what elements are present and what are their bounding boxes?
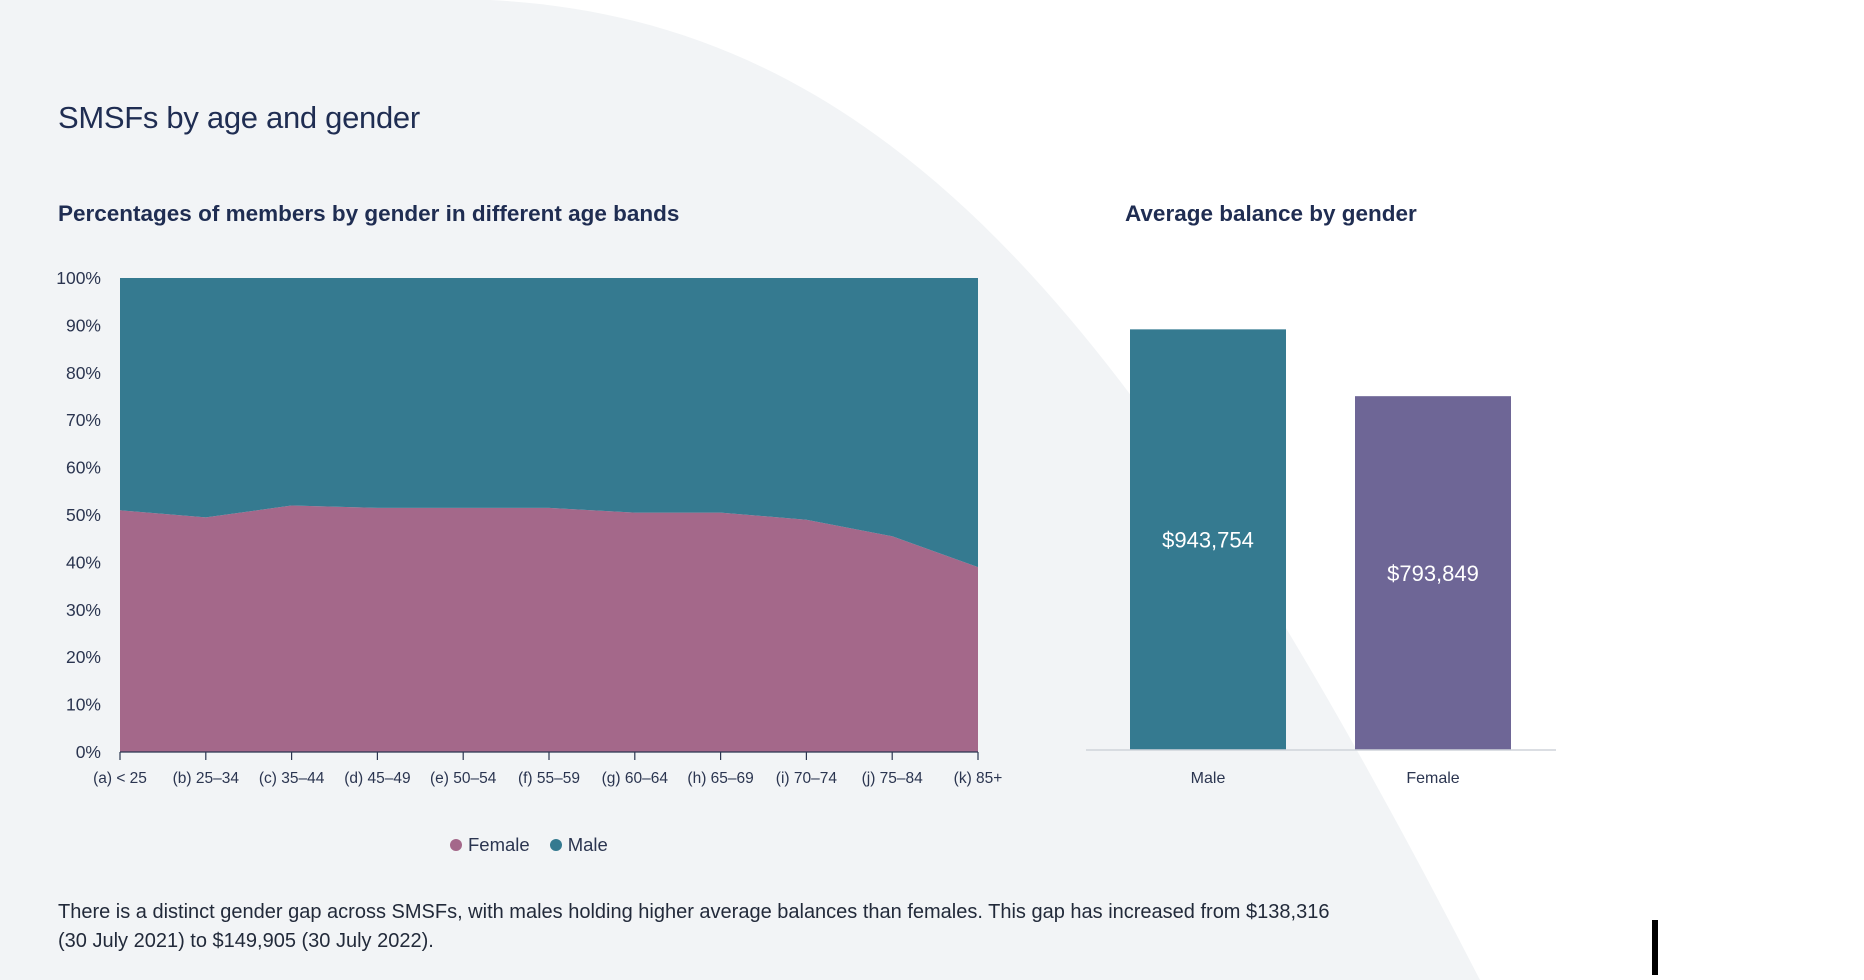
legend-item-male: Male: [549, 834, 608, 856]
bar-category-label: Female: [1406, 770, 1459, 787]
x-tick-label: (b) 25–34: [173, 770, 240, 787]
bar-chart: $943,754 $793,849 Male Female: [1086, 329, 1556, 787]
bar-data-label: $943,754: [1162, 528, 1254, 553]
footnote: There is a distinct gender gap across SM…: [58, 901, 1330, 952]
y-tick-label: 100%: [56, 268, 101, 288]
area-female: [120, 505, 978, 752]
x-tick-label: (g) 60–64: [602, 770, 669, 787]
x-tick-label: (f) 55–59: [518, 770, 580, 787]
x-tick-label: (h) 65–69: [687, 770, 753, 787]
y-tick-label: 10%: [66, 695, 101, 715]
x-tick-label: (e) 50–54: [430, 770, 497, 787]
y-tick-label: 80%: [66, 363, 101, 383]
y-axis-tick-labels: 0% 10% 20% 30% 40% 50% 60% 70% 80% 90% 100%: [56, 268, 101, 762]
legend-label-female: Female: [468, 834, 530, 855]
y-tick-label: 20%: [66, 647, 101, 667]
male-dot-icon: [549, 839, 562, 851]
bar-category-labels: Male Female: [1191, 770, 1460, 787]
chart-legend: Female Male: [450, 834, 608, 856]
x-tick-label: (d) 45–49: [344, 770, 410, 787]
page-title: SMSFs by age and gender: [58, 100, 420, 135]
area-series: [120, 278, 978, 752]
bar-data-labels: $943,754 $793,849: [1162, 528, 1479, 586]
y-tick-label: 50%: [66, 505, 101, 525]
x-tick-label: (i) 70–74: [776, 770, 838, 787]
y-tick-label: 60%: [66, 458, 101, 478]
bars: [1130, 329, 1511, 750]
female-dot-icon: [450, 839, 462, 851]
bar-category-label: Male: [1191, 770, 1226, 787]
x-tick-label: (a) < 25: [93, 770, 147, 787]
bar-male: [1130, 329, 1286, 750]
y-tick-label: 70%: [66, 410, 101, 430]
area-male: [120, 278, 978, 568]
bar-female: [1355, 396, 1511, 750]
bar-data-label: $793,849: [1387, 561, 1479, 586]
x-tick-label: (j) 75–84: [862, 770, 924, 787]
x-tick-label: (c) 35–44: [259, 770, 325, 787]
y-tick-label: 90%: [66, 315, 101, 335]
stacked-area-chart: 0% 10% 20% 30% 40% 50% 60% 70% 80% 90% 100% (a) < …: [56, 268, 1002, 787]
legend-label-male: Male: [567, 834, 608, 855]
x-axis: [119, 751, 979, 760]
text-cursor: [1652, 920, 1658, 975]
x-axis-tick-labels: (a) < 25 (b) 25–34 (c) 35–44 (d) 45–49 (e) 5…: [93, 770, 1002, 787]
y-tick-label: 0%: [76, 742, 101, 762]
area-chart-title: Percentages of members by gender in diff…: [58, 201, 680, 226]
legend-item-female: Female: [450, 834, 530, 856]
y-tick-label: 40%: [66, 552, 101, 572]
x-tick-label: (k) 85+: [954, 770, 1003, 787]
y-tick-label: 30%: [66, 600, 101, 620]
bar-chart-title: Average balance by gender: [1125, 201, 1417, 226]
